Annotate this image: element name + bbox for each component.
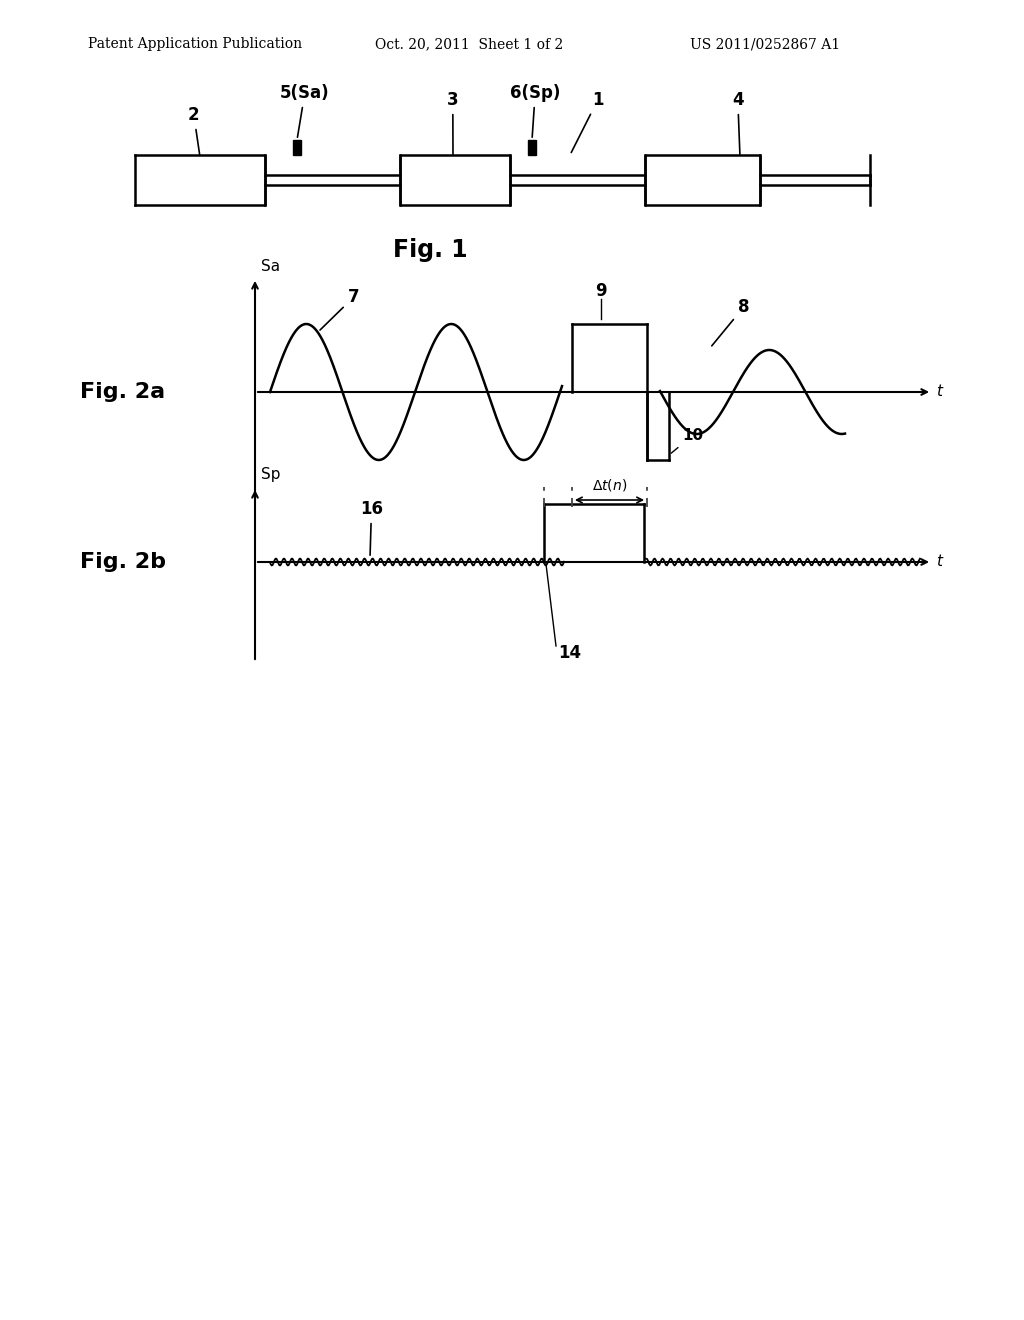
Text: Patent Application Publication: Patent Application Publication — [88, 37, 302, 51]
Text: Oct. 20, 2011  Sheet 1 of 2: Oct. 20, 2011 Sheet 1 of 2 — [375, 37, 563, 51]
Text: US 2011/0252867 A1: US 2011/0252867 A1 — [690, 37, 840, 51]
Text: 6(Sp): 6(Sp) — [510, 84, 560, 137]
Text: Fig. 1: Fig. 1 — [392, 238, 467, 261]
Text: 4: 4 — [732, 91, 743, 154]
Text: 10: 10 — [671, 428, 703, 453]
Text: 1: 1 — [571, 91, 603, 153]
Text: Fig. 2a: Fig. 2a — [80, 381, 165, 403]
Text: 8: 8 — [712, 298, 750, 346]
Text: 9: 9 — [595, 282, 607, 300]
Text: 14: 14 — [558, 644, 582, 663]
Text: 2: 2 — [188, 106, 200, 154]
Text: t: t — [936, 384, 942, 400]
Text: 5(Sa): 5(Sa) — [280, 84, 330, 137]
Text: 16: 16 — [360, 500, 383, 556]
Text: $\Delta t(n)$: $\Delta t(n)$ — [592, 477, 627, 492]
Bar — [293, 140, 301, 154]
Text: 7: 7 — [319, 288, 359, 330]
Text: 3: 3 — [447, 91, 459, 154]
Text: Sp: Sp — [261, 467, 281, 482]
Text: Fig. 2b: Fig. 2b — [80, 552, 166, 572]
Bar — [528, 140, 536, 154]
Text: Sa: Sa — [261, 259, 281, 275]
Text: t: t — [936, 554, 942, 569]
